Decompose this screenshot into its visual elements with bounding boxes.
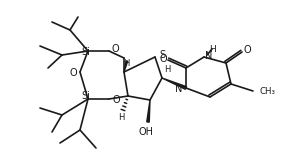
Text: O: O [112,95,120,105]
Text: N: N [205,51,212,61]
Text: H: H [118,113,124,123]
Text: O: O [111,44,119,54]
Text: Si: Si [81,91,91,101]
Polygon shape [162,78,186,89]
Text: H: H [123,59,129,68]
Text: O: O [69,68,77,78]
Polygon shape [124,61,128,72]
Text: Si: Si [81,47,91,57]
Text: O: O [159,54,167,64]
Text: S: S [159,50,165,60]
Text: H: H [210,44,216,53]
Text: H: H [164,64,170,73]
Text: N: N [175,84,182,94]
Polygon shape [147,100,150,122]
Text: OH: OH [138,127,153,137]
Text: O: O [243,45,251,55]
Text: CH₃: CH₃ [259,88,275,96]
